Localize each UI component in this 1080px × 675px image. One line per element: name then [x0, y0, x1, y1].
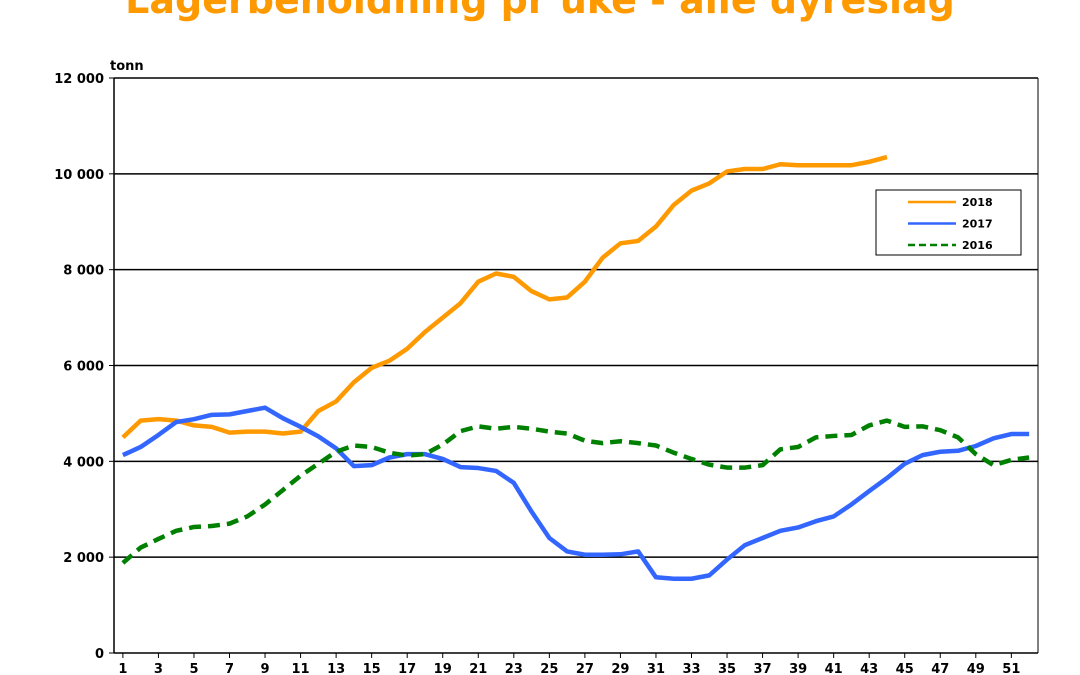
x-tick-label: 47 — [931, 662, 949, 675]
x-tick-label: 19 — [434, 662, 452, 675]
chart-title: Lagerbeholdning pr uke - alle dyreslag — [125, 0, 955, 22]
x-tick-label: 45 — [896, 662, 914, 675]
x-tick-label: 51 — [1002, 662, 1020, 675]
y-tick-label: 4 000 — [63, 455, 104, 470]
y-tick-label: 8 000 — [63, 264, 104, 279]
x-tick-label: 15 — [363, 662, 381, 675]
y-tick-label: 6 000 — [63, 360, 104, 375]
x-tick-label: 49 — [967, 662, 985, 675]
x-tick-label: 3 — [154, 662, 163, 675]
x-tick-label: 37 — [754, 662, 772, 675]
y-tick-label: 0 — [95, 647, 104, 662]
series-line-2018 — [121, 154, 888, 440]
x-tick-label: 17 — [398, 662, 416, 675]
x-tick-label: 35 — [718, 662, 736, 675]
x-tick-label: 29 — [611, 662, 629, 675]
y-tick-label: 2 000 — [63, 551, 104, 566]
y-axis-label: tonn — [110, 59, 144, 74]
x-tick-label: 9 — [261, 662, 270, 675]
x-tick-label: 7 — [225, 662, 234, 675]
x-tick-label: 33 — [682, 662, 700, 675]
y-tick-label: 10 000 — [54, 168, 104, 183]
legend-label: 2016 — [962, 239, 993, 252]
y-tick-label: 12 000 — [54, 72, 104, 87]
x-tick-label: 21 — [469, 662, 487, 675]
x-tick-label: 41 — [825, 662, 843, 675]
series-line-2017 — [121, 405, 1030, 581]
x-tick-label: 27 — [576, 662, 594, 675]
x-tick-label: 25 — [540, 662, 558, 675]
x-tick-label: 11 — [292, 662, 310, 675]
legend-label: 2017 — [962, 218, 993, 231]
series-line-2016 — [121, 418, 1030, 565]
x-tick-label: 39 — [789, 662, 807, 675]
x-tick-label: 5 — [189, 662, 198, 675]
legend-label: 2018 — [962, 196, 993, 209]
x-tick-label: 13 — [327, 662, 345, 675]
x-tick-label: 31 — [647, 662, 665, 675]
x-tick-label: 1 — [118, 662, 127, 675]
x-tick-label: 43 — [860, 662, 878, 675]
x-tick-label: 23 — [505, 662, 523, 675]
